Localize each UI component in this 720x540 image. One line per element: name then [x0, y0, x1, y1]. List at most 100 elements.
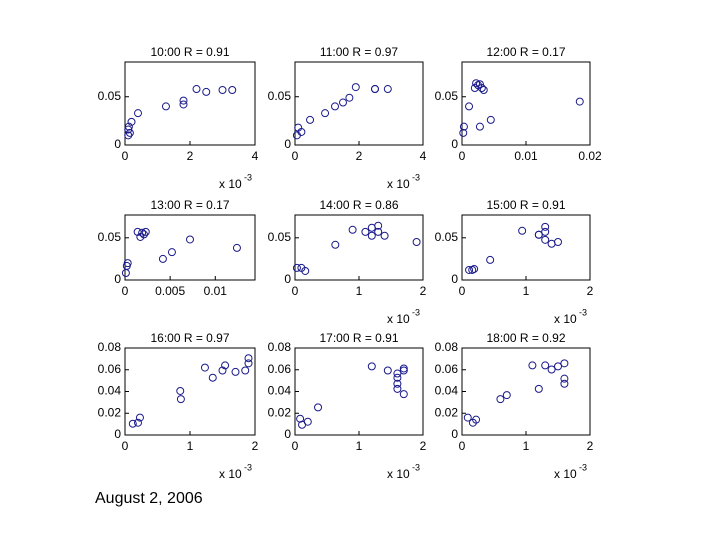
data-point	[534, 384, 543, 393]
x-multiplier-exp: -3	[244, 172, 252, 182]
data-point	[331, 102, 339, 111]
data-point	[297, 127, 306, 136]
y-tick-label: 0.05	[268, 230, 292, 244]
data-point	[374, 221, 383, 230]
data-point	[244, 354, 253, 363]
x-multiplier-exp: -3	[412, 172, 420, 182]
y-tick-label: 0.06	[268, 362, 292, 376]
data-point	[136, 232, 145, 241]
data-point	[541, 222, 550, 231]
x-tick-label: 1	[187, 439, 194, 453]
data-point	[218, 85, 227, 94]
data-point	[134, 109, 142, 118]
x-tick-label: 1	[356, 439, 363, 453]
panel-title: 17:00 R = 0.91	[319, 331, 398, 345]
data-point	[367, 231, 376, 240]
data-point	[321, 109, 330, 118]
data-point	[208, 373, 217, 382]
axes-box	[124, 214, 256, 281]
data-point	[459, 128, 468, 137]
data-point	[202, 87, 211, 96]
x-tick-label: 0.005	[155, 284, 185, 298]
data-point	[528, 361, 537, 370]
y-tick-label: 0.05	[435, 89, 459, 103]
data-point	[380, 231, 389, 240]
data-point	[371, 85, 379, 94]
x-multiplier: x 10	[554, 312, 577, 326]
x-multiplier: x 10	[387, 467, 410, 481]
y-tick-label: 0	[451, 427, 458, 441]
x-multiplier-exp: -3	[244, 462, 252, 472]
data-point	[351, 83, 360, 92]
data-point	[221, 361, 230, 370]
data-point	[232, 243, 241, 252]
x-multiplier-exp: -3	[579, 307, 587, 317]
x-tick-label: 2	[252, 439, 259, 453]
y-tick-label: 0	[284, 137, 291, 151]
x-multiplier-exp: -3	[412, 462, 420, 472]
data-point	[192, 85, 201, 94]
data-point	[560, 359, 569, 368]
y-tick-label: 0	[114, 272, 121, 286]
x-tick-label: 1	[523, 439, 530, 453]
data-point	[560, 379, 569, 388]
y-tick-label: 0.05	[98, 89, 122, 103]
y-tick-label: 0.02	[268, 405, 292, 419]
data-point	[179, 96, 188, 105]
panel-title: 11:00 R = 0.97	[320, 45, 398, 59]
data-point	[560, 374, 569, 383]
data-point	[486, 115, 495, 124]
y-tick-label: 0.05	[98, 230, 122, 244]
data-point	[399, 390, 408, 399]
x-tick-label: 0	[292, 284, 299, 298]
data-point	[393, 369, 402, 378]
panel-title: 12:00 R = 0.17	[486, 45, 565, 59]
data-point	[301, 266, 310, 275]
x-tick-label: 2	[356, 149, 363, 163]
data-point	[502, 391, 511, 400]
y-tick-label: 0	[451, 272, 458, 286]
data-point	[541, 227, 550, 236]
data-point	[167, 248, 176, 257]
x-tick-label: 2	[187, 149, 194, 163]
panel-title: 16:00 R = 0.97	[150, 331, 229, 345]
data-point	[292, 263, 301, 272]
panel-title: 15:00 R = 0.91	[486, 198, 565, 212]
data-point	[393, 379, 402, 388]
data-point	[123, 259, 132, 268]
data-point	[479, 85, 488, 94]
x-tick-label: 2	[420, 439, 427, 453]
x-tick-label: 2	[587, 284, 594, 298]
panel-title: 13:00 R = 0.17	[150, 198, 229, 212]
x-multiplier: x 10	[219, 467, 242, 481]
data-point	[241, 366, 250, 375]
data-point	[541, 235, 550, 244]
y-tick-label: 0.04	[268, 384, 292, 398]
data-point	[339, 98, 347, 107]
x-tick-label: 0.01	[204, 284, 228, 298]
data-point	[470, 84, 479, 93]
y-tick-label: 0	[114, 137, 121, 151]
data-point	[554, 362, 562, 371]
y-tick-label: 0.02	[98, 405, 122, 419]
data-point	[399, 364, 408, 373]
data-point	[348, 225, 357, 234]
footer: August 2, 2006	[95, 490, 203, 507]
x-multiplier: x 10	[554, 467, 577, 481]
x-tick-label: 0	[122, 439, 129, 453]
data-point	[470, 264, 479, 273]
x-tick-label: 0	[459, 284, 466, 298]
x-tick-label: 0	[292, 439, 299, 453]
data-point	[179, 100, 188, 109]
data-point	[141, 227, 150, 236]
data-point	[231, 367, 240, 376]
data-point	[575, 97, 584, 106]
data-point	[176, 395, 185, 404]
data-point	[128, 419, 137, 428]
data-point	[518, 226, 527, 235]
y-tick-label: 0.06	[98, 362, 122, 376]
data-point	[374, 227, 383, 236]
data-point	[314, 403, 323, 412]
data-point	[124, 131, 133, 140]
